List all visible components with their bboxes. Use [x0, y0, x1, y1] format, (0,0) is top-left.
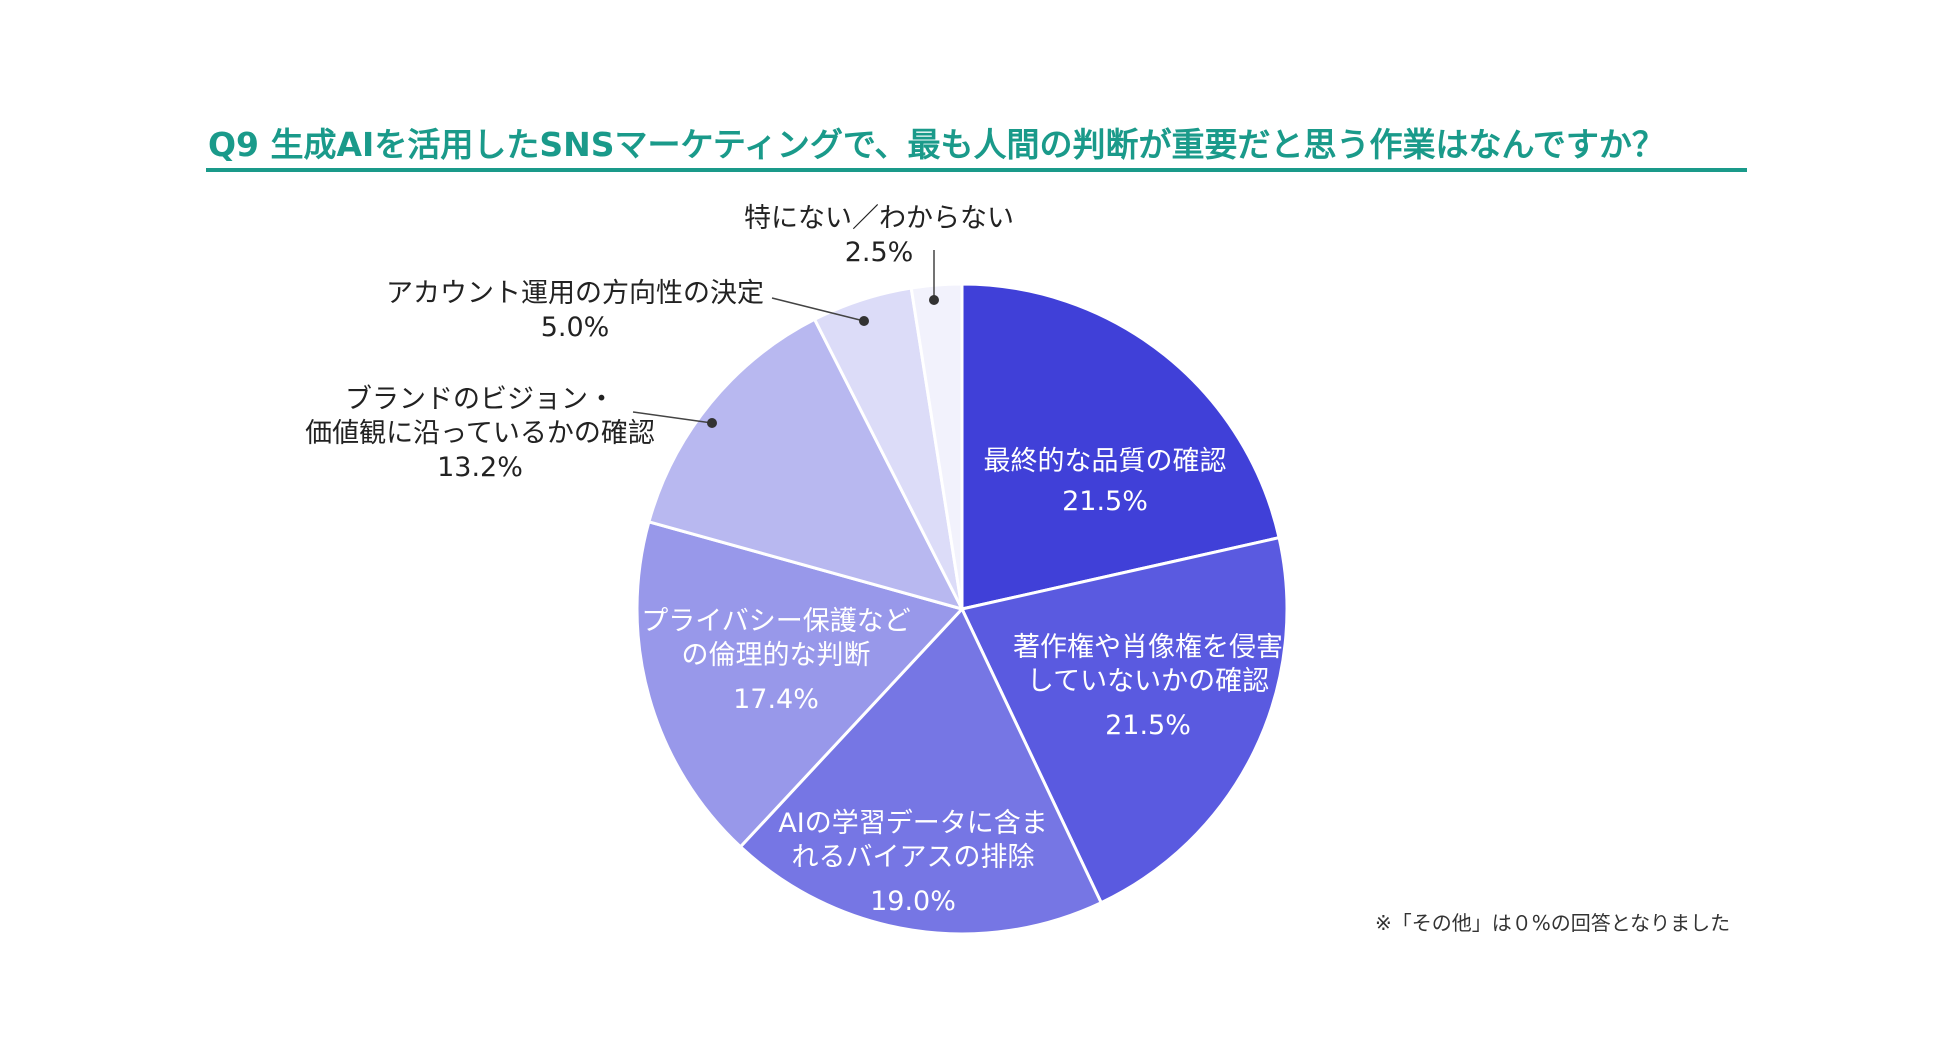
slice-label-7-line-1: 特にない／わからない — [744, 203, 1014, 234]
pie-slice-7 — [909, 282, 964, 610]
pie-slices — [635, 282, 1289, 936]
slice-label-3-line-2: れるバイアスの排除 — [792, 842, 1035, 873]
slice-label-2-line-1: 著作権や肖像権を侵害 — [1013, 632, 1283, 663]
slice-label-5-line-1: ブランドのビジョン・ — [345, 384, 615, 415]
leader-dot-5 — [707, 418, 717, 428]
leader-dot-7 — [929, 295, 939, 305]
slice-label-5-line-2: 価値観に沿っているかの確認 — [305, 418, 655, 449]
leader-line-6 — [771, 297, 865, 322]
footnote: ※「その他」は０%の回答となりました — [1375, 911, 1731, 935]
slice-label-4-line-2: の倫理的な判断 — [682, 640, 871, 671]
slice-value-3: 19.0% — [870, 886, 956, 917]
pie-slice-2 — [959, 535, 1289, 905]
pie-slice-4 — [635, 520, 965, 849]
slice-label-4-line-1: プライバシー保護など — [641, 606, 910, 637]
pie-slice-1 — [960, 282, 1281, 611]
leader-line-5 — [632, 411, 713, 424]
pie-slice-3 — [738, 606, 1104, 936]
pie-slice-5 — [647, 317, 965, 612]
slice-label-1-line-1: 最終的な品質の確認 — [984, 446, 1227, 477]
chart-title: Q9 生成AIを活用したSNSマーケティングで、最も人間の判断が重要だと思う作業… — [208, 125, 1665, 164]
title-underline — [206, 168, 1747, 172]
slice-value-4: 17.4% — [733, 684, 819, 715]
leader-dot-6 — [859, 316, 869, 326]
slice-value-1: 21.5% — [1062, 486, 1148, 517]
slice-label-3-line-1: AIの学習データに含ま — [778, 808, 1047, 839]
slice-value-5: 13.2% — [437, 452, 523, 483]
slice-value-6: 5.0% — [541, 312, 610, 343]
slice-value-7: 2.5% — [845, 237, 914, 268]
slice-label-2-line-2: していないかの確認 — [1027, 666, 1269, 697]
slice-value-2: 21.5% — [1105, 710, 1191, 741]
leader-lines — [632, 250, 939, 428]
slice-label-6-line-1: アカウント運用の方向性の決定 — [386, 278, 764, 309]
